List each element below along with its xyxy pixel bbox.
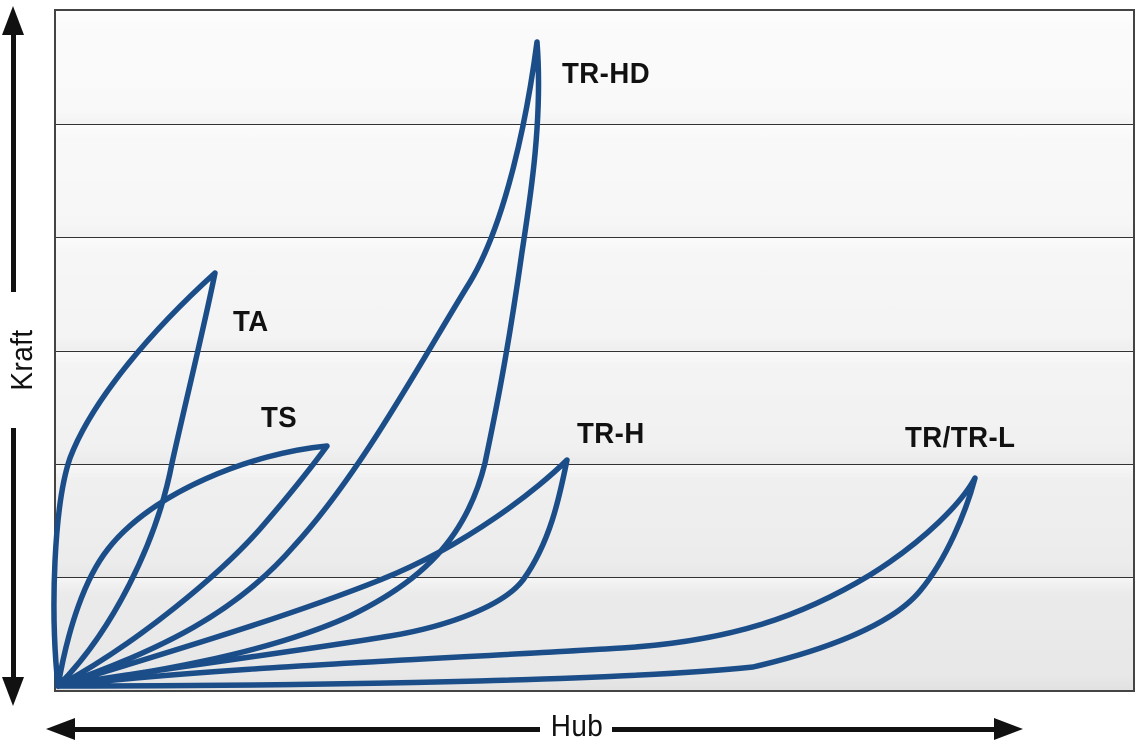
arrow-up-icon [2, 6, 24, 35]
arrow-down-icon [2, 677, 24, 706]
gridline-1 [56, 124, 1133, 126]
x-axis-label: Hub [550, 708, 604, 743]
gridline-3 [56, 350, 1133, 352]
x-axis-shaft-right [612, 727, 996, 732]
arrow-left-icon [46, 718, 75, 740]
y-axis-label: Kraft [4, 329, 39, 391]
x-axis-shaft-left [72, 727, 540, 732]
y-axis-shaft-lower [11, 428, 16, 680]
arrow-right-icon [994, 718, 1023, 740]
gridline-2 [56, 237, 1133, 239]
y-axis-shaft-upper [11, 30, 16, 292]
gridline-4 [56, 463, 1133, 465]
